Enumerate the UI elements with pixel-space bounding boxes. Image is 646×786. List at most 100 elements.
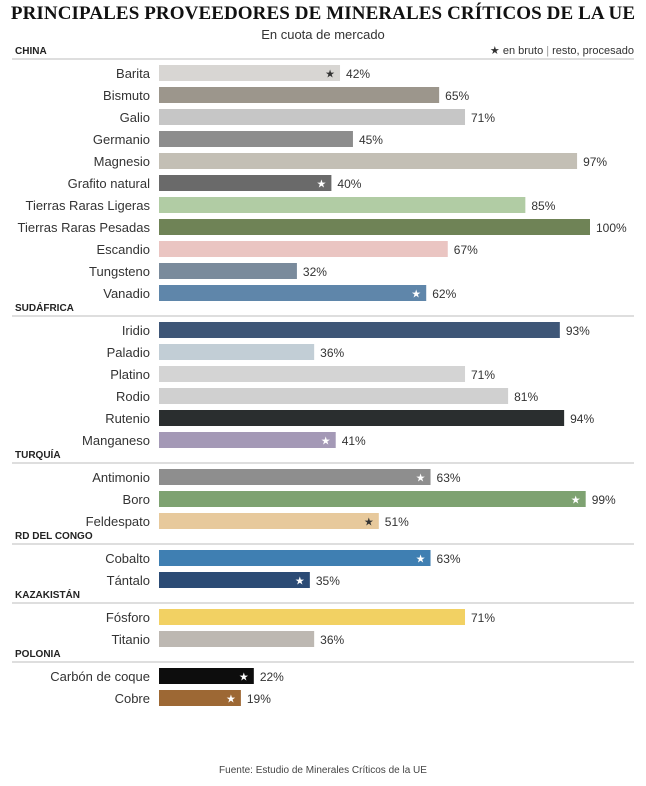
star-icon: ★ <box>411 289 421 301</box>
value-label: 94% <box>570 412 594 426</box>
category-label: Magnesio <box>94 154 150 169</box>
bar <box>159 197 526 213</box>
country-label: SUDÁFRICA <box>15 301 74 314</box>
category-label: Antimonio <box>92 470 150 485</box>
category-label: Grafito natural <box>68 176 150 191</box>
value-label: 40% <box>337 177 361 191</box>
bar <box>159 631 315 647</box>
bar <box>159 109 466 125</box>
star-icon: ★ <box>364 517 374 529</box>
bar <box>159 572 310 588</box>
category-label: Tierras Raras Ligeras <box>25 198 150 213</box>
star-icon: ★ <box>571 495 581 507</box>
legend: ★ en bruto | resto, procesado <box>490 44 634 57</box>
value-label: 42% <box>346 67 370 81</box>
chart-subtitle: En cuota de mercado <box>261 27 385 42</box>
bar <box>159 690 241 706</box>
value-label: 36% <box>320 346 344 360</box>
category-label: Cobre <box>115 691 150 706</box>
value-label: 22% <box>260 670 284 684</box>
value-label: 81% <box>514 390 538 404</box>
value-label: 93% <box>566 324 590 338</box>
value-label: 100% <box>596 221 627 235</box>
value-label: 99% <box>592 493 616 507</box>
value-label: 71% <box>471 111 495 125</box>
category-label: Boro <box>123 492 150 507</box>
country-label: POLONIA <box>15 649 61 660</box>
bar <box>159 285 427 301</box>
category-label: Manganeso <box>82 433 150 448</box>
legend-processed-label: resto, procesado <box>552 45 634 57</box>
bar <box>159 263 297 279</box>
bar <box>159 65 341 81</box>
category-label: Fósforo <box>106 610 150 625</box>
category-label: Tántalo <box>107 573 150 588</box>
star-icon: ★ <box>295 576 305 588</box>
category-label: Carbón de coque <box>50 669 150 684</box>
value-label: 67% <box>454 243 478 257</box>
legend-divider: | <box>546 45 550 57</box>
bar <box>159 388 509 404</box>
bar <box>159 491 586 507</box>
country-label: TURQUÍA <box>15 448 61 461</box>
category-label: Bismuto <box>103 88 150 103</box>
bar <box>159 668 254 684</box>
value-label: 35% <box>316 574 340 588</box>
country-label: RD DEL CONGO <box>15 531 93 542</box>
category-label: Barita <box>116 66 151 81</box>
bar <box>159 322 560 338</box>
value-label: 63% <box>437 552 461 566</box>
value-label: 51% <box>385 515 409 529</box>
category-label: Rutenio <box>105 411 150 426</box>
value-label: 62% <box>432 287 456 301</box>
bar <box>159 432 336 448</box>
bar <box>159 513 379 529</box>
value-label: 36% <box>320 633 344 647</box>
category-label: Cobalto <box>105 551 150 566</box>
source-note: Fuente: Estudio de Minerales Críticos de… <box>219 765 427 776</box>
star-icon: ★ <box>316 179 326 191</box>
value-label: 85% <box>531 199 555 213</box>
category-label: Escandio <box>97 242 150 257</box>
value-label: 45% <box>359 133 383 147</box>
bar <box>159 550 431 566</box>
value-label: 97% <box>583 155 607 169</box>
value-label: 71% <box>471 368 495 382</box>
bar <box>159 344 315 360</box>
category-label: Tierras Raras Pesadas <box>18 220 151 235</box>
value-label: 71% <box>471 611 495 625</box>
category-label: Platino <box>110 367 150 382</box>
chart-title: PRINCIPALES PROVEEDORES DE MINERALES CRÍ… <box>10 3 636 24</box>
bar <box>159 175 332 191</box>
value-label: 63% <box>437 471 461 485</box>
country-label: KAZAKISTÁN <box>15 588 80 601</box>
star-icon: ★ <box>416 473 426 485</box>
bar <box>159 153 578 169</box>
star-icon: ★ <box>416 554 426 566</box>
bar <box>159 87 440 103</box>
bar <box>159 469 431 485</box>
star-icon: ★ <box>321 436 331 448</box>
value-label: 19% <box>247 692 271 706</box>
value-label: 32% <box>303 265 327 279</box>
category-label: Iridio <box>122 323 150 338</box>
bar <box>159 410 565 426</box>
star-icon: ★ <box>489 45 500 57</box>
legend-raw-label: en bruto <box>502 45 544 57</box>
bar <box>159 366 466 382</box>
category-label: Tungsteno <box>89 264 150 279</box>
category-label: Galio <box>120 110 150 125</box>
category-label: Paladio <box>107 345 150 360</box>
bar <box>159 609 466 625</box>
bar <box>159 219 590 235</box>
category-label: Feldespato <box>86 514 150 529</box>
star-icon: ★ <box>325 69 335 81</box>
category-label: Germanio <box>93 132 150 147</box>
category-label: Rodio <box>116 389 150 404</box>
value-label: 65% <box>445 89 469 103</box>
value-label: 41% <box>342 434 366 448</box>
category-label: Titanio <box>111 632 150 647</box>
star-icon: ★ <box>226 694 236 706</box>
star-icon: ★ <box>239 672 249 684</box>
